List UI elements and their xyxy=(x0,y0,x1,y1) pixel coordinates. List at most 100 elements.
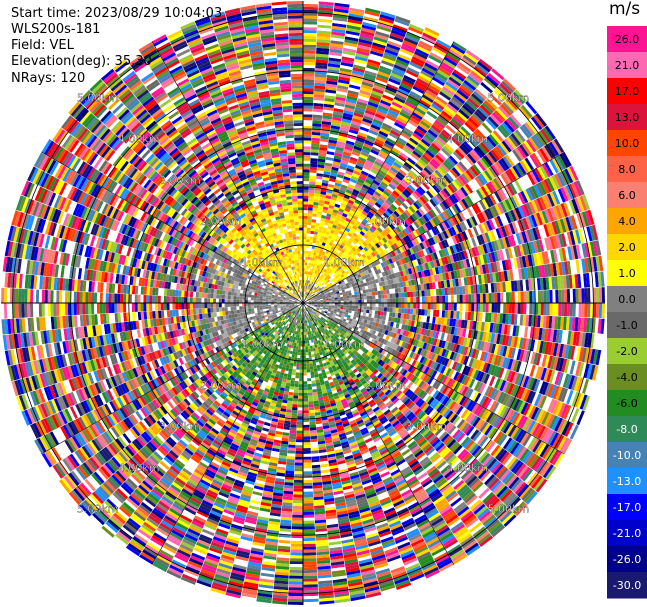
velocity-gate xyxy=(344,39,358,45)
velocity-gate xyxy=(442,295,446,303)
velocity-gate xyxy=(338,76,351,82)
velocity-gate xyxy=(389,307,393,313)
velocity-gate xyxy=(348,181,356,187)
velocity-gate xyxy=(369,126,380,134)
velocity-gate xyxy=(354,308,358,312)
velocity-gate xyxy=(306,262,310,266)
velocity-gate xyxy=(380,62,393,70)
velocity-gate xyxy=(370,93,382,100)
velocity-gate xyxy=(347,290,352,294)
velocity-gate xyxy=(382,54,397,62)
velocity-gate xyxy=(313,251,317,256)
velocity-gate xyxy=(561,303,565,317)
velocity-gate xyxy=(381,97,393,104)
velocity-gate xyxy=(400,45,415,54)
velocity-gate xyxy=(366,61,380,69)
velocity-gate xyxy=(343,296,347,299)
velocity-gate xyxy=(358,38,373,45)
velocity-gate xyxy=(310,225,316,229)
velocity-gate xyxy=(331,304,335,307)
velocity-gate xyxy=(373,115,385,123)
velocity-gate xyxy=(358,156,367,163)
velocity-gate xyxy=(332,161,341,166)
velocity-gate xyxy=(378,294,382,299)
velocity-gate xyxy=(366,134,376,141)
velocity-gate xyxy=(367,59,381,66)
velocity-gate xyxy=(324,221,329,226)
velocity-gate xyxy=(329,133,339,139)
velocity-gate xyxy=(323,106,334,111)
velocity-gate xyxy=(318,226,324,230)
velocity-gate xyxy=(447,287,451,296)
velocity-gate xyxy=(456,311,460,320)
velocity-gate xyxy=(334,182,342,187)
velocity-gate xyxy=(337,210,343,216)
velocity-gate xyxy=(327,63,341,68)
velocity-gate xyxy=(374,113,386,120)
velocity-gate xyxy=(335,96,346,102)
velocity-gate xyxy=(321,182,329,187)
velocity-gate xyxy=(363,143,373,149)
velocity-gate xyxy=(517,303,521,314)
velocity-gate xyxy=(386,43,401,51)
velocity-gate xyxy=(303,24,317,28)
velocity-gate xyxy=(395,15,411,24)
velocity-gate xyxy=(543,290,547,303)
velocity-gate xyxy=(365,289,369,293)
velocity-gate xyxy=(368,129,379,136)
velocity-gate xyxy=(331,122,341,127)
velocity-gate xyxy=(324,92,336,97)
velocity-gate xyxy=(421,309,425,316)
velocity-gate xyxy=(304,291,306,295)
velocity-gate xyxy=(308,201,314,205)
velocity-gate xyxy=(349,196,356,202)
velocity-gate xyxy=(347,19,363,25)
velocity-gate xyxy=(587,288,591,303)
velocity-gate xyxy=(303,88,314,92)
velocity-gate xyxy=(303,152,311,156)
velocity-gate xyxy=(346,295,350,299)
velocity-gate xyxy=(339,292,343,296)
velocity-gate xyxy=(374,33,389,41)
velocity-gate xyxy=(394,312,399,318)
velocity-gate xyxy=(526,291,530,303)
velocity-gate xyxy=(347,90,359,96)
velocity-gate xyxy=(319,196,326,201)
velocity-gate xyxy=(314,258,318,262)
velocity-gate xyxy=(310,163,318,168)
velocity-gate xyxy=(366,309,370,314)
velocity-gate xyxy=(316,173,324,177)
velocity-gate xyxy=(331,193,338,198)
velocity-gate xyxy=(508,292,513,303)
velocity-gate xyxy=(508,303,513,314)
velocity-gate xyxy=(318,265,322,270)
velocity-gate xyxy=(307,280,309,284)
velocity-gate xyxy=(309,257,313,261)
velocity-gate xyxy=(450,303,454,311)
velocity-gate xyxy=(328,57,342,62)
velocity-gate xyxy=(409,308,414,315)
velocity-gate xyxy=(311,222,316,226)
velocity-gate xyxy=(309,169,317,173)
velocity-gate xyxy=(321,242,326,246)
velocity-gate xyxy=(346,202,353,208)
velocity-gate xyxy=(311,143,320,147)
velocity-gate xyxy=(497,292,501,303)
velocity-gate xyxy=(317,15,333,20)
velocity-gate xyxy=(448,295,452,303)
velocity-gate xyxy=(303,50,316,54)
velocity-gate xyxy=(312,266,315,270)
velocity-gate xyxy=(344,173,352,179)
velocity-gate xyxy=(387,80,400,88)
velocity-gate xyxy=(304,279,306,283)
velocity-gate xyxy=(349,7,365,14)
velocity-gate xyxy=(331,166,339,172)
velocity-gate xyxy=(595,303,600,318)
velocity-gate xyxy=(326,77,338,83)
velocity-gate xyxy=(430,289,434,296)
velocity-gate xyxy=(362,78,375,85)
velocity-gate xyxy=(360,87,372,93)
velocity-gate xyxy=(316,47,330,52)
velocity-gate xyxy=(404,308,408,314)
velocity-gate xyxy=(382,57,396,65)
